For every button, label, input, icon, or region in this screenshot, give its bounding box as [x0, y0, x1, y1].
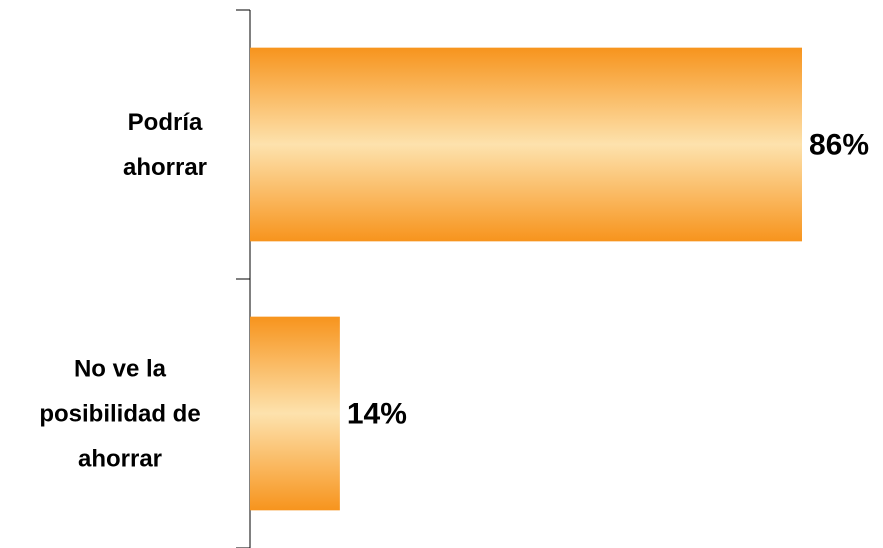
value-label: 86%: [809, 128, 869, 161]
bar: [250, 316, 340, 511]
value-label: 14%: [347, 397, 407, 430]
bar: [250, 47, 802, 242]
category-label: Podría ahorrar: [122, 108, 208, 181]
category-label: No ve la posibilidad de ahorrar: [39, 355, 201, 472]
